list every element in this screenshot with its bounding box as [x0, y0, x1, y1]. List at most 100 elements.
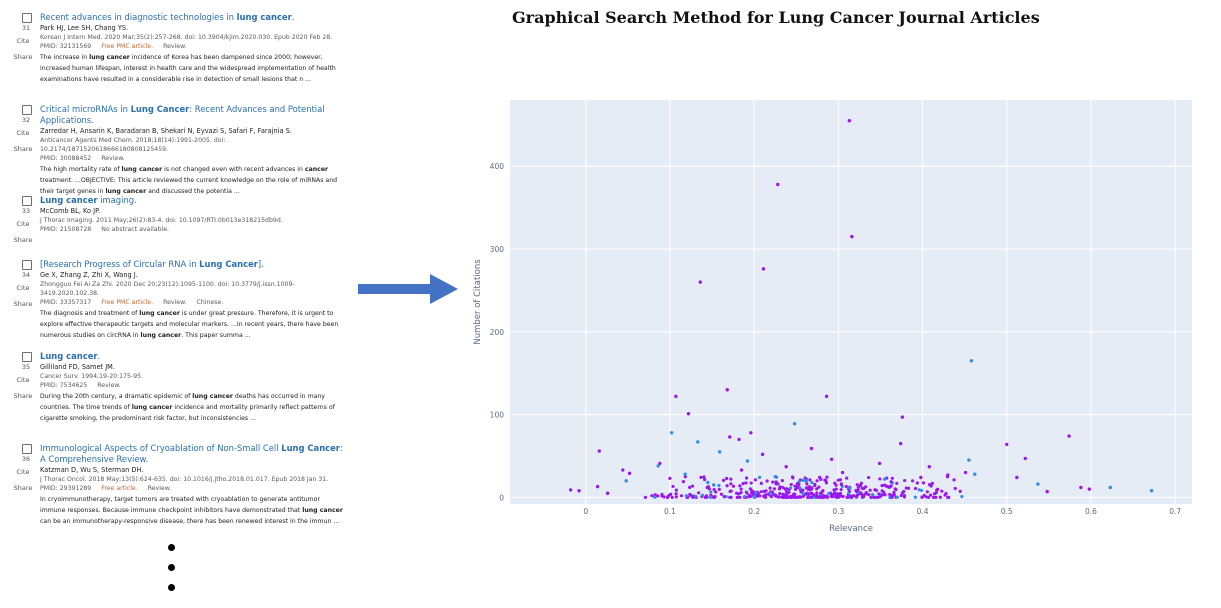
- data-point: [737, 437, 741, 442]
- data-point: [815, 491, 819, 495]
- data-point: [969, 359, 974, 363]
- cite-button[interactable]: Cite: [16, 376, 30, 384]
- data-point: [804, 479, 809, 483]
- share-button[interactable]: Share: [13, 300, 33, 308]
- data-point: [852, 494, 856, 498]
- result-title-link[interactable]: Recent advances in diagnostic technologi…: [40, 12, 295, 22]
- data-point: [963, 470, 968, 475]
- result-pmid: PMID: 33357317: [40, 299, 92, 306]
- data-point: [832, 491, 837, 495]
- cite-button[interactable]: Cite: [16, 284, 30, 292]
- data-point: [792, 492, 796, 496]
- share-button[interactable]: Share: [13, 145, 33, 153]
- data-point: [702, 478, 707, 482]
- data-point: [849, 494, 853, 498]
- y-tick-label: 400: [490, 162, 505, 171]
- share-button[interactable]: Share: [13, 53, 33, 61]
- data-point: [739, 487, 743, 491]
- result-checkbox[interactable]: [22, 13, 32, 23]
- result-content: Recent advances in diagnostic technologi…: [40, 12, 346, 85]
- article-type-tag: Review.: [163, 43, 187, 50]
- data-point: [874, 488, 879, 492]
- data-point: [805, 482, 809, 486]
- data-point: [668, 492, 672, 497]
- data-point: [704, 495, 708, 499]
- result-checkbox[interactable]: [22, 105, 32, 115]
- data-point: [887, 485, 891, 489]
- data-point: [749, 431, 753, 435]
- free-article-badge: Free article.: [101, 485, 138, 492]
- result-snippet: The increase in lung cancer incidence of…: [40, 54, 336, 83]
- x-tick-label: 0: [583, 507, 588, 516]
- data-point: [820, 495, 824, 499]
- share-button[interactable]: Share: [13, 236, 33, 244]
- data-point: [904, 486, 908, 490]
- data-point: [867, 493, 871, 497]
- data-point: [878, 477, 882, 481]
- data-point: [684, 493, 688, 498]
- x-tick-label: 0.4: [917, 507, 929, 516]
- data-point: [744, 476, 749, 480]
- result-checkbox[interactable]: [22, 352, 32, 362]
- result-number: 35: [21, 363, 31, 371]
- data-point: [681, 480, 685, 484]
- result-title-link[interactable]: Critical microRNAs in Lung Cancer: Recen…: [40, 104, 325, 125]
- data-point: [801, 491, 805, 496]
- share-button[interactable]: Share: [13, 392, 33, 400]
- share-button[interactable]: Share: [13, 484, 33, 492]
- data-point: [1108, 485, 1113, 490]
- cite-button[interactable]: Cite: [16, 129, 30, 137]
- data-point: [952, 478, 956, 482]
- data-point: [864, 485, 868, 489]
- result-title-link[interactable]: Lung cancer.: [40, 351, 101, 361]
- data-point: [656, 464, 660, 468]
- data-point: [861, 495, 865, 499]
- data-point: [758, 494, 762, 498]
- data-point: [935, 488, 939, 492]
- result-meta: PMID: 29391289 Free article. Review.: [40, 484, 346, 493]
- data-point: [674, 394, 678, 399]
- data-point: [739, 491, 743, 495]
- data-point: [880, 484, 884, 488]
- result-title-link[interactable]: [Research Progress of Circular RNA in Lu…: [40, 259, 264, 269]
- x-axis-label: Relevance: [829, 524, 873, 534]
- data-point: [871, 492, 875, 497]
- result-checkbox[interactable]: [22, 260, 32, 270]
- data-point: [913, 486, 918, 491]
- article-type-tag: Review.: [163, 299, 187, 306]
- result-number: 33: [21, 207, 31, 215]
- result-pmid: PMID: 7534625: [40, 382, 88, 389]
- article-type-tag: Chinese.: [196, 299, 224, 306]
- result-citation: Cancer Surv. 1994;19-20:175-95.: [40, 373, 144, 380]
- data-point: [821, 488, 825, 493]
- data-point: [791, 476, 795, 480]
- data-point: [838, 491, 843, 496]
- result-title-link[interactable]: Immunological Aspects of Cryoablation of…: [40, 443, 343, 464]
- data-point: [953, 486, 957, 491]
- data-point: [757, 475, 762, 479]
- x-tick-label: 0.1: [664, 507, 676, 516]
- data-point: [872, 495, 876, 499]
- data-point: [759, 490, 763, 494]
- result-number: 32: [21, 116, 31, 124]
- cite-button[interactable]: Cite: [16, 468, 30, 476]
- data-point: [674, 488, 678, 492]
- ellipsis-dot: [168, 584, 175, 591]
- data-point: [925, 490, 929, 494]
- data-point: [725, 484, 729, 488]
- data-point: [829, 457, 834, 461]
- data-point: [745, 491, 749, 495]
- data-point: [683, 472, 687, 476]
- result-checkbox[interactable]: [22, 444, 32, 454]
- data-point: [782, 493, 786, 497]
- cite-button[interactable]: Cite: [16, 37, 30, 45]
- result-checkbox[interactable]: [22, 196, 32, 206]
- data-point: [869, 495, 873, 499]
- data-point: [751, 492, 755, 496]
- result-title-link[interactable]: Lung cancer imaging.: [40, 195, 137, 205]
- data-point: [898, 441, 903, 446]
- data-point: [946, 473, 950, 477]
- data-point: [773, 474, 777, 479]
- cite-button[interactable]: Cite: [16, 220, 30, 228]
- data-point: [816, 495, 820, 499]
